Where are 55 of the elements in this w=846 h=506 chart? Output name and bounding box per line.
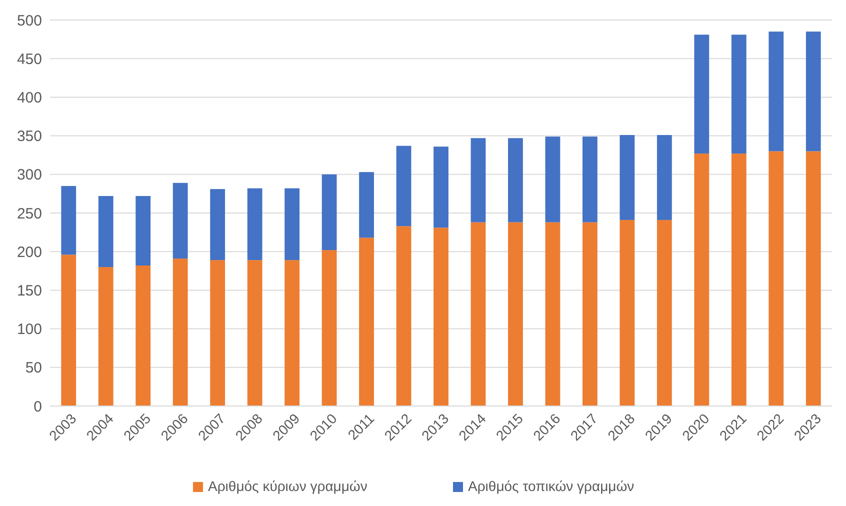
y-tick-label: 450 (16, 50, 42, 68)
bar (396, 146, 412, 226)
bar (247, 260, 262, 406)
bar (284, 260, 300, 406)
bar (172, 258, 188, 406)
bar (731, 154, 746, 406)
bar (359, 172, 374, 238)
bar (210, 260, 226, 406)
y-tick-label: 500 (16, 12, 42, 30)
bar (620, 135, 635, 220)
y-tick-label: 300 (16, 166, 42, 184)
bar (806, 151, 821, 406)
y-tick-label: 350 (16, 128, 42, 146)
bar (620, 220, 635, 406)
bar (508, 138, 523, 222)
bar (396, 226, 412, 406)
bar (656, 220, 672, 406)
bar (434, 228, 448, 406)
bar (322, 250, 337, 406)
bar (694, 154, 710, 406)
y-tick-label: 200 (16, 244, 42, 261)
bar (656, 135, 672, 220)
bar (61, 254, 76, 406)
bar (470, 138, 486, 222)
bar (172, 182, 188, 259)
bar (61, 186, 76, 255)
y-tick-label: 400 (16, 89, 42, 106)
y-tick-label: 100 (16, 321, 42, 338)
bar (545, 222, 560, 406)
bar (359, 238, 374, 406)
bar (731, 34, 746, 154)
bar (582, 222, 598, 406)
y-tick-label: 50 (25, 360, 42, 377)
bar (694, 34, 710, 154)
bar (470, 222, 486, 406)
bar (98, 267, 114, 406)
bar (98, 196, 114, 268)
bar (247, 188, 262, 260)
bar (806, 32, 821, 152)
bar (508, 222, 523, 406)
bar (210, 189, 226, 260)
bar (136, 196, 151, 266)
bar (582, 136, 598, 222)
bar (136, 265, 151, 406)
bar (434, 146, 448, 228)
y-tick-label: 250 (16, 205, 42, 222)
y-tick-label: 0 (34, 398, 42, 416)
bar (768, 32, 784, 152)
bar (322, 174, 337, 250)
bar (284, 188, 300, 260)
legend-label: Αριθμός κύριων γραμμών (208, 478, 368, 494)
y-tick-label: 150 (16, 282, 42, 300)
bar (768, 151, 784, 406)
legend-label: Αριθμός τοπικών γραμμών (468, 478, 634, 494)
bar (545, 136, 560, 222)
